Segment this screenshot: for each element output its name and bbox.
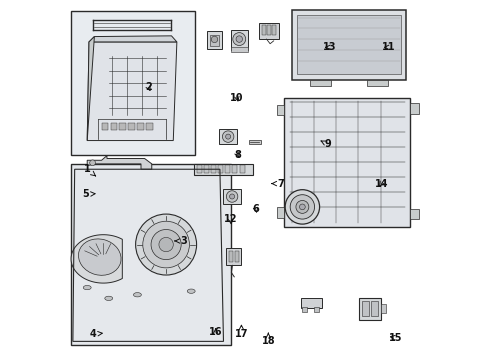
Bar: [235, 251, 239, 262]
Bar: [225, 165, 230, 173]
Text: 6: 6: [252, 204, 259, 214]
Circle shape: [225, 134, 231, 139]
Circle shape: [151, 229, 181, 260]
Circle shape: [226, 191, 238, 202]
Bar: [71, 12, 195, 155]
Text: 5: 5: [82, 189, 95, 199]
Bar: [367, 80, 389, 86]
Text: 4: 4: [89, 329, 102, 339]
Ellipse shape: [83, 285, 91, 290]
Bar: [259, 23, 279, 39]
Text: 11: 11: [382, 42, 395, 52]
Bar: [111, 123, 117, 130]
Bar: [137, 123, 144, 130]
Ellipse shape: [105, 296, 113, 301]
Text: 16: 16: [209, 327, 222, 337]
Bar: [219, 129, 237, 144]
Text: 15: 15: [389, 333, 402, 343]
Bar: [276, 105, 285, 116]
Bar: [128, 123, 135, 130]
Bar: [262, 25, 266, 35]
Text: 3: 3: [175, 236, 187, 246]
Bar: [371, 301, 378, 316]
Bar: [211, 165, 216, 173]
Text: 14: 14: [374, 179, 388, 189]
Polygon shape: [87, 37, 95, 140]
Bar: [240, 165, 245, 173]
Text: 1: 1: [84, 164, 96, 176]
Bar: [210, 35, 219, 46]
Circle shape: [90, 160, 96, 166]
Bar: [314, 307, 319, 312]
Bar: [207, 31, 221, 49]
Polygon shape: [87, 156, 152, 169]
Ellipse shape: [133, 293, 141, 297]
Bar: [147, 123, 153, 130]
Bar: [410, 209, 419, 220]
Circle shape: [236, 36, 243, 42]
Circle shape: [222, 131, 234, 142]
Text: 9: 9: [321, 139, 331, 149]
Text: 17: 17: [235, 325, 248, 339]
Circle shape: [296, 201, 309, 213]
Bar: [71, 164, 231, 345]
Bar: [228, 251, 233, 262]
Bar: [249, 140, 261, 144]
Bar: [297, 15, 401, 74]
Polygon shape: [71, 235, 122, 283]
Text: 8: 8: [234, 150, 241, 160]
Text: 10: 10: [230, 93, 244, 103]
Ellipse shape: [78, 239, 121, 275]
Polygon shape: [89, 36, 177, 42]
Bar: [362, 301, 369, 316]
Bar: [285, 98, 410, 226]
Text: 13: 13: [322, 42, 336, 52]
Ellipse shape: [187, 289, 195, 293]
Bar: [292, 10, 406, 80]
Circle shape: [290, 195, 315, 219]
Bar: [310, 80, 331, 86]
Circle shape: [233, 33, 245, 45]
Bar: [381, 304, 386, 313]
Bar: [101, 123, 108, 130]
Bar: [359, 298, 381, 320]
Polygon shape: [87, 42, 177, 140]
Bar: [300, 298, 322, 309]
Circle shape: [285, 190, 319, 224]
Circle shape: [136, 214, 196, 275]
Bar: [194, 164, 253, 175]
Bar: [267, 25, 271, 35]
Circle shape: [143, 221, 190, 268]
Bar: [231, 47, 248, 51]
Circle shape: [211, 36, 218, 42]
Text: 7: 7: [272, 179, 284, 189]
Text: 12: 12: [224, 215, 238, 224]
Bar: [410, 103, 419, 114]
Circle shape: [159, 237, 173, 252]
Bar: [231, 30, 248, 50]
Bar: [226, 248, 242, 265]
Bar: [302, 307, 307, 312]
Bar: [204, 165, 209, 173]
Bar: [196, 165, 201, 173]
Bar: [120, 123, 126, 130]
Bar: [232, 165, 238, 173]
Circle shape: [230, 194, 235, 199]
Bar: [223, 189, 241, 204]
Text: 2: 2: [145, 82, 151, 92]
Bar: [218, 165, 223, 173]
Circle shape: [299, 204, 305, 210]
Text: 18: 18: [262, 333, 275, 346]
Bar: [276, 207, 285, 218]
Bar: [272, 25, 276, 35]
